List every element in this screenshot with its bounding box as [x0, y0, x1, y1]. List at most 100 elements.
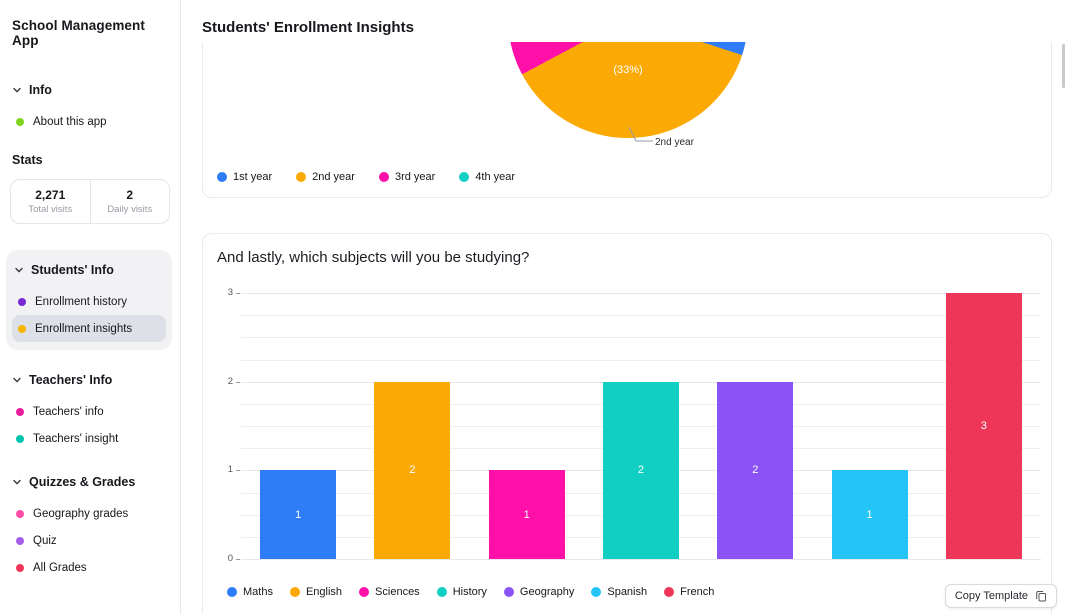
- section-header-info[interactable]: Info: [10, 78, 170, 102]
- legend-item-sciences[interactable]: Sciences: [359, 586, 420, 598]
- bar-value-label: 1: [295, 508, 302, 521]
- section-label: Teachers' Info: [29, 373, 113, 387]
- stat-label: Daily visits: [107, 204, 153, 215]
- sidebar-section-info: Info About this app: [10, 78, 170, 135]
- item-color-dot: [16, 536, 24, 545]
- legend-color-dot: [503, 587, 514, 597]
- bar-value-label: 3: [980, 420, 987, 432]
- item-color-dot: [18, 324, 26, 333]
- bar-english[interactable]: 2: [374, 381, 451, 559]
- stat-value: 2: [126, 188, 134, 202]
- bar-french[interactable]: 3: [945, 293, 1022, 559]
- stat-value: 2,271: [35, 188, 66, 202]
- item-label: Teachers' info: [33, 405, 104, 418]
- legend-color-dot: [217, 172, 227, 182]
- copy-template-button[interactable]: Copy Template: [944, 584, 1057, 608]
- legend-item-1st-year[interactable]: 1st year: [217, 171, 272, 183]
- bar-maths[interactable]: 1: [260, 470, 337, 559]
- grid-line: [241, 315, 1041, 317]
- chevron-down-icon: [12, 85, 22, 95]
- sidebar-item-teachers-info[interactable]: Teachers' info: [10, 398, 170, 425]
- item-color-dot: [16, 563, 24, 572]
- item-color-dot: [16, 407, 24, 416]
- legend-label: 2nd year: [312, 171, 355, 183]
- item-label: Quiz: [33, 534, 57, 547]
- legend-item-2nd-year[interactable]: 2nd year: [296, 171, 355, 183]
- sidebar-item-enrollment-history[interactable]: Enrollment history: [12, 288, 166, 315]
- sidebar: School Management App Info About this app…: [0, 0, 181, 614]
- legend-color-dot: [296, 172, 307, 182]
- item-label: Enrollment history: [35, 295, 128, 308]
- legend-item-3rd-year[interactable]: 3rd year: [378, 171, 436, 183]
- sidebar-item-enrollment-insights[interactable]: Enrollment insights: [12, 315, 166, 342]
- grid-line: [241, 359, 1041, 361]
- section-header-teachers-info[interactable]: Teachers' Info: [10, 368, 170, 392]
- pie-callout-label: 2nd year: [655, 137, 694, 148]
- legend-item-geography[interactable]: Geography: [503, 586, 574, 598]
- legend-item-english[interactable]: English: [289, 586, 343, 598]
- chevron-down-icon: [14, 265, 24, 275]
- sidebar-item-geography-grades[interactable]: Geography grades: [10, 500, 170, 527]
- page-title: Students' Enrollment Insights: [202, 19, 414, 36]
- legend-label: Maths: [243, 586, 273, 598]
- item-color-dot: [16, 509, 24, 518]
- sidebar-item-about-this-app[interactable]: About this app: [10, 108, 170, 135]
- pie-chart-card: (33%) 2nd year 1st year 2nd year 3rd year 4…: [202, 42, 1052, 198]
- legend-label: Spanish: [607, 586, 648, 598]
- pie-legend: 1st year 2nd year 3rd year 4th year: [217, 171, 515, 183]
- app-title: School Management App: [12, 18, 145, 48]
- y-tick-mark: [236, 293, 240, 294]
- bar-value-label: 2: [752, 464, 759, 477]
- bar-value-label: 1: [866, 508, 873, 521]
- y-tick-mark: [236, 559, 240, 560]
- pie-callout-line: [628, 126, 653, 142]
- sidebar-item-quiz[interactable]: Quiz: [10, 527, 170, 554]
- legend-label: English: [305, 586, 343, 598]
- y-tick-label: 0: [227, 553, 233, 564]
- bar-chart-question: And lastly, which subjects will you be s…: [217, 249, 530, 266]
- grid-line: [241, 293, 1041, 294]
- legend-color-dot: [436, 587, 447, 597]
- section-label: Students' Info: [31, 263, 114, 277]
- bar-history[interactable]: 2: [602, 381, 679, 559]
- content-scroll-area[interactable]: (33%) 2nd year 1st year 2nd year 3rd year 4…: [181, 42, 1080, 614]
- item-label: Geography grades: [33, 507, 129, 520]
- legend-label: 3rd year: [394, 171, 436, 183]
- item-label: About this app: [33, 115, 107, 128]
- legend-item-history[interactable]: History: [436, 586, 487, 598]
- legend-color-dot: [227, 587, 237, 597]
- legend-item-spanish[interactable]: Spanish: [591, 586, 647, 598]
- stat-label: Total visits: [28, 204, 73, 215]
- section-header-quizzes-grades[interactable]: Quizzes & Grades: [10, 470, 170, 494]
- sidebar-section-teachers-info: Teachers' Info Teachers' info Teachers' in…: [10, 368, 170, 452]
- y-tick-mark: [236, 381, 240, 383]
- bar-chart-plot: 1 2 1 2 2 1 3: [241, 293, 1041, 560]
- legend-item-4th-year[interactable]: 4th year: [459, 171, 515, 183]
- legend-label: History: [452, 586, 487, 598]
- legend-label: French: [680, 586, 715, 598]
- grid-line: [241, 337, 1041, 339]
- legend-item-french[interactable]: French: [664, 586, 714, 598]
- section-header-students-info[interactable]: Students' Info: [12, 258, 166, 282]
- bar-value-label: 2: [637, 464, 645, 477]
- sidebar-item-all-grades[interactable]: All Grades: [10, 554, 170, 581]
- bar-value-label: 1: [523, 508, 530, 521]
- y-tick-label: 1: [227, 464, 233, 476]
- legend-color-dot: [591, 587, 602, 597]
- item-color-dot: [16, 117, 24, 126]
- bar-geography[interactable]: 2: [717, 381, 794, 559]
- item-label: Enrollment insights: [35, 322, 133, 335]
- stats-heading: Stats: [12, 153, 43, 167]
- legend-item-maths[interactable]: Maths: [227, 586, 273, 598]
- section-label: Quizzes & Grades: [29, 475, 136, 489]
- stats-boxes: 2,271 Total visits 2 Daily visits: [10, 179, 170, 224]
- sidebar-item-teachers-insight[interactable]: Teachers' insight: [10, 425, 170, 452]
- y-tick-label: 3: [227, 287, 233, 298]
- stat-total-visits: 2,271 Total visits: [11, 180, 90, 223]
- bar-sciences[interactable]: 1: [488, 470, 565, 559]
- legend-label: 4th year: [475, 171, 516, 183]
- scrollbar-thumb[interactable]: [1062, 44, 1065, 88]
- legend-color-dot: [289, 587, 300, 597]
- sidebar-section-quizzes-grades: Quizzes & Grades Geography grades Quiz All …: [10, 470, 170, 581]
- bar-spanish[interactable]: 1: [831, 470, 908, 559]
